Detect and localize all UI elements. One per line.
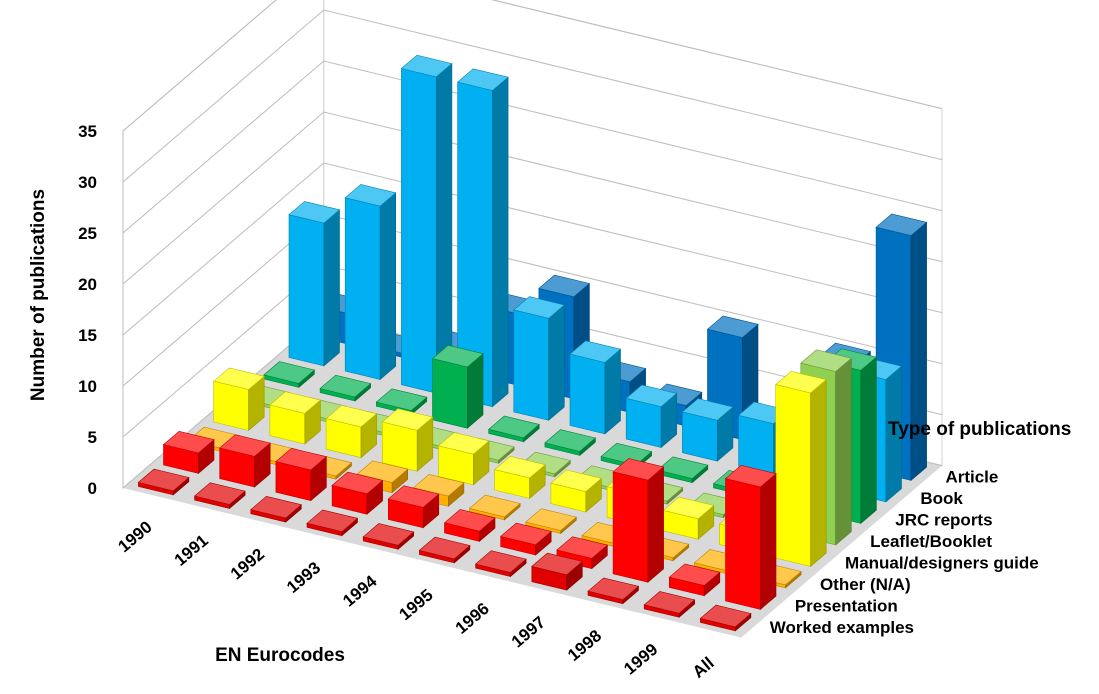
bar-book-1993	[456, 68, 509, 408]
z-tick-label: 15	[78, 326, 97, 345]
bar-manual-designers-guide-1990	[213, 367, 265, 432]
z-axis-title: Number of publications	[28, 189, 49, 401]
y-tick-label: Book	[920, 489, 963, 508]
bar-manual-designers-guide-1996	[550, 469, 603, 513]
bar-manual-designers-guide-1992	[325, 404, 378, 459]
bar-manual-designers-guide-all	[775, 370, 827, 568]
x-tick-label: 1994	[339, 571, 381, 610]
x-tick-label: 1995	[395, 585, 436, 624]
z-tick-label: 0	[88, 479, 97, 498]
x-tick-label: 1992	[227, 545, 268, 584]
bar-worked-examples-1999	[643, 591, 696, 618]
x-tick-label: 1991	[171, 531, 212, 570]
y-tick-label: Leaflet/Booklet	[870, 532, 992, 551]
y-tick-label: Other (N/A)	[820, 575, 911, 594]
x-tick-label: All	[689, 653, 718, 682]
bar-presentation-1998	[612, 458, 665, 583]
bar-book-1992	[400, 54, 453, 394]
z-tick-label: 10	[78, 377, 97, 396]
bar-jrc-reports-1995	[544, 429, 597, 457]
bar-book-1995	[569, 340, 622, 435]
bar-manual-designers-guide-1998	[662, 496, 715, 540]
bar-presentation-all	[724, 464, 777, 611]
x-axis-title: EN Eurocodes	[215, 645, 345, 666]
y-axis-title: Type of publications	[888, 419, 1071, 440]
bar-worked-examples-all	[699, 604, 752, 632]
gridline	[122, 60, 943, 234]
bar-worked-examples-1996	[474, 550, 527, 578]
y-tick-label: Manual/designers guide	[845, 553, 1039, 572]
bar-worked-examples-1998	[587, 577, 640, 605]
bar-presentation-1992	[275, 447, 328, 502]
bar-other-n-a--1995	[468, 494, 521, 521]
z-tick-label: 25	[78, 224, 97, 243]
gridline	[122, 9, 943, 183]
bar-presentation-1996	[500, 522, 552, 556]
bar-manual-designers-guide-1991	[269, 391, 322, 445]
x-tick-label: 1999	[620, 640, 661, 679]
bar-other-n-a--1996	[525, 508, 577, 535]
x-tick-label: 1990	[114, 517, 155, 556]
bar-book-1991	[344, 184, 397, 381]
y-tick-label: JRC reports	[895, 510, 992, 529]
bar-worked-examples-1992	[250, 495, 302, 523]
bar-presentation-1999	[668, 563, 721, 597]
bar-jrc-reports-1991	[319, 374, 372, 402]
z-tick-label: 5	[88, 428, 97, 447]
bar-jrc-reports-1997	[656, 456, 709, 484]
bar-presentation-1995	[443, 509, 496, 543]
bar-presentation-1993	[331, 471, 384, 515]
bar-worked-examples-1995	[418, 536, 471, 564]
bar-book-1997	[681, 398, 734, 462]
bar-presentation-1990	[162, 430, 215, 475]
z-tick-label: 35	[78, 122, 97, 141]
x-tick-label: 1998	[564, 626, 605, 665]
bar-book-1994	[513, 296, 565, 421]
x-tick-label: 1996	[452, 599, 493, 638]
bar-manual-designers-guide-1995	[494, 455, 546, 500]
bar-worked-examples-1991	[193, 482, 246, 510]
y-tick-label: Worked examples	[770, 618, 914, 637]
bar-book-1996	[625, 384, 678, 449]
bar-presentation-1991	[219, 434, 271, 488]
bar-jrc-reports-1993	[431, 344, 484, 429]
gridline	[122, 111, 943, 285]
bar-manual-designers-guide-1994	[437, 432, 490, 486]
gridline	[122, 162, 943, 336]
bar-jrc-reports-1994	[488, 415, 540, 443]
bar-jrc-reports-1992	[375, 388, 428, 416]
bar-jrc-reports-1990	[263, 361, 316, 389]
y-tick-label: Article	[945, 467, 998, 486]
x-tick-label: 1997	[508, 613, 549, 652]
y-tick-labels: Worked examples Presentation Other (N/A) Ma…	[770, 467, 1039, 636]
bar-worked-examples-1990	[137, 468, 190, 496]
x-tick-label: 1993	[283, 558, 324, 597]
z-tick-label: 30	[78, 173, 97, 192]
bar-manual-designers-guide-1993	[381, 408, 434, 472]
bar-worked-examples-1997	[531, 552, 583, 591]
bar-worked-examples-1994	[362, 523, 415, 550]
bar-book-1990	[288, 201, 341, 367]
y-tick-label: Presentation	[795, 596, 898, 615]
bars	[137, 54, 928, 632]
bar-worked-examples-1993	[306, 509, 359, 537]
gridline	[122, 0, 943, 132]
z-tick-label: 20	[78, 275, 97, 294]
bar-presentation-1994	[387, 485, 440, 529]
